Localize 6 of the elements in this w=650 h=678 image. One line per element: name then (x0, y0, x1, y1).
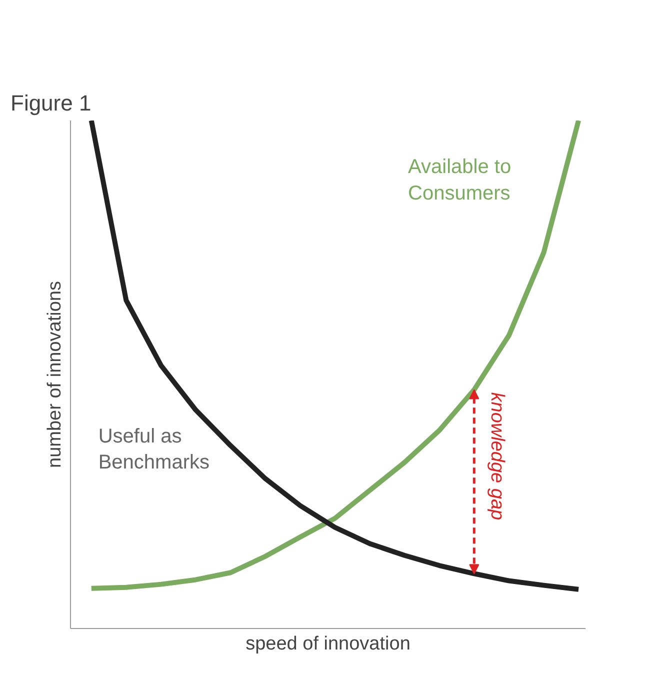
chart-title: Figure 1 (10, 90, 92, 116)
series-label: Useful as Benchmarks (98, 425, 210, 474)
annotation: knowledge gap (486, 392, 508, 520)
y-axis-title: number of innovations (44, 281, 66, 468)
x-axis-title: speed of innovation (246, 634, 410, 654)
text: Available to Consumers (408, 156, 512, 204)
